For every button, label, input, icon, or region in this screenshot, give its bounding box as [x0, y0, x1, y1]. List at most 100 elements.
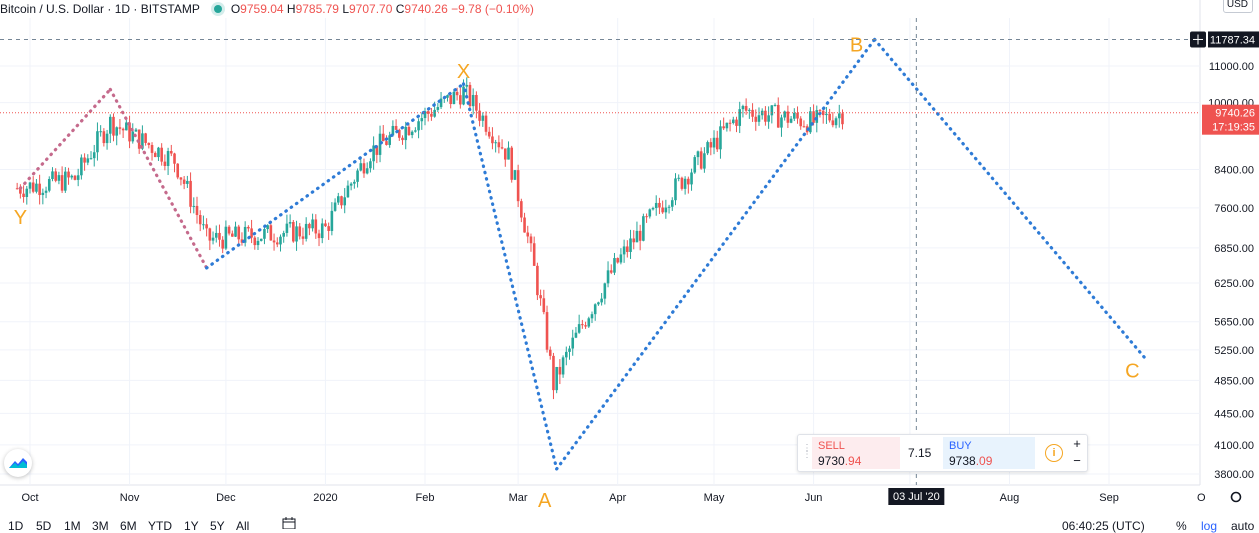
- candle-body: [687, 178, 690, 185]
- sell-price: 9730.94: [818, 454, 862, 468]
- candle-body: [128, 122, 131, 142]
- candle-body: [343, 197, 347, 206]
- candle-body: [815, 110, 819, 123]
- candle-body: [407, 126, 411, 136]
- candle-body: [783, 111, 786, 118]
- candle-body: [426, 111, 430, 114]
- range-1y[interactable]: 1Y: [184, 519, 199, 533]
- candle-body: [616, 258, 619, 263]
- minus-button[interactable]: −: [1073, 453, 1081, 468]
- candle-body: [744, 105, 748, 111]
- candle-body: [60, 175, 64, 191]
- candle-body: [266, 225, 269, 230]
- candle-body: [160, 147, 163, 162]
- candle-body: [144, 133, 147, 143]
- candle-body: [247, 226, 250, 229]
- candle-body: [83, 157, 86, 163]
- candle-body: [751, 109, 754, 117]
- candle-body: [545, 312, 549, 350]
- candle-body: [340, 196, 343, 206]
- candle-body: [176, 163, 180, 178]
- range-1m[interactable]: 1M: [64, 519, 81, 533]
- range-1d[interactable]: 1D: [8, 519, 24, 533]
- candle-body: [809, 111, 812, 133]
- candle-body: [221, 239, 224, 249]
- candle-body: [712, 137, 716, 148]
- candle-body: [622, 246, 626, 255]
- candle-body: [683, 178, 687, 189]
- candle-body: [327, 226, 330, 231]
- candle-body: [667, 206, 671, 208]
- time-tick-label: 2020: [313, 492, 337, 504]
- candle-body: [385, 141, 388, 145]
- candle-body: [304, 223, 308, 239]
- candle-body: [593, 304, 597, 315]
- range-5y[interactable]: 5Y: [210, 519, 225, 533]
- log-toggle[interactable]: log: [1201, 519, 1218, 533]
- candle-body: [626, 246, 629, 252]
- candle-body: [314, 219, 318, 234]
- candle-body: [812, 111, 815, 123]
- candle-body: [336, 196, 340, 203]
- range-6m[interactable]: 6M: [120, 519, 137, 533]
- auto-toggle[interactable]: auto: [1231, 519, 1255, 533]
- candle-body: [105, 133, 109, 144]
- price-tick-label: 4100.00: [1214, 440, 1254, 452]
- candle-body: [92, 152, 96, 159]
- buy-button[interactable]: BUY 9738.09: [943, 437, 1035, 469]
- drag-handle-icon[interactable]: ⋮ ⋮: [802, 443, 812, 460]
- candle-body: [41, 192, 45, 196]
- candle-body: [478, 110, 481, 121]
- utc-clock[interactable]: 06:40:25 (UTC): [1062, 519, 1145, 533]
- ohlc-values: O9759.04 H9785.79 L9707.70 C9740.26 −9.7…: [230, 2, 534, 16]
- range-all[interactable]: All: [236, 519, 250, 533]
- candle-body: [205, 224, 208, 229]
- settings-gear-icon[interactable]: [1230, 491, 1242, 503]
- price-tick-label: 11000.00: [1209, 61, 1254, 73]
- range-3m[interactable]: 3M: [92, 519, 109, 533]
- price-tick-label: 8400.00: [1214, 165, 1254, 177]
- candle-body: [526, 232, 530, 237]
- symbol-title[interactable]: Bitcoin / U.S. Dollar · 1D · BITSTAMP: [0, 2, 200, 16]
- candle-body: [722, 126, 725, 129]
- range-5d[interactable]: 5D: [36, 519, 52, 533]
- candle-body: [182, 179, 186, 184]
- percent-toggle[interactable]: %: [1176, 519, 1187, 533]
- info-icon[interactable]: i: [1045, 444, 1063, 462]
- candle-body: [503, 148, 507, 160]
- time-tick-label: Mar: [509, 492, 528, 504]
- candle-body: [584, 325, 587, 327]
- calendar-icon[interactable]: [282, 517, 296, 532]
- candle-body: [285, 223, 289, 233]
- candle-body: [433, 109, 436, 117]
- candle-body: [587, 318, 591, 327]
- candle-body: [436, 107, 440, 110]
- candle-body: [227, 226, 231, 234]
- candle-body: [555, 366, 558, 391]
- candle-body: [112, 116, 115, 136]
- countdown-label: 17:19:35: [1212, 122, 1255, 134]
- candle-body: [670, 200, 674, 207]
- candle-body: [690, 172, 693, 185]
- candle-body: [577, 324, 581, 333]
- currency-button[interactable]: USD: [1222, 0, 1253, 13]
- candle-body: [131, 131, 135, 142]
- candle-body: [346, 185, 350, 198]
- sell-button[interactable]: SELL 9730.94: [812, 437, 900, 469]
- candle-body: [709, 142, 713, 148]
- candle-body: [699, 151, 703, 169]
- candle-body: [15, 188, 19, 190]
- candle-body: [613, 258, 616, 273]
- crosshair-price-badge: [1208, 31, 1259, 48]
- candle-body: [548, 349, 552, 356]
- candle-body: [706, 142, 709, 154]
- plus-button[interactable]: +: [1073, 436, 1081, 451]
- tradingview-logo-icon[interactable]: [4, 449, 32, 477]
- candle-body: [590, 314, 594, 319]
- candle-body: [231, 233, 234, 237]
- range-ytd[interactable]: YTD: [148, 519, 172, 533]
- time-tick-label: Nov: [120, 492, 140, 504]
- candle-body: [680, 177, 684, 189]
- candle-body: [632, 238, 636, 243]
